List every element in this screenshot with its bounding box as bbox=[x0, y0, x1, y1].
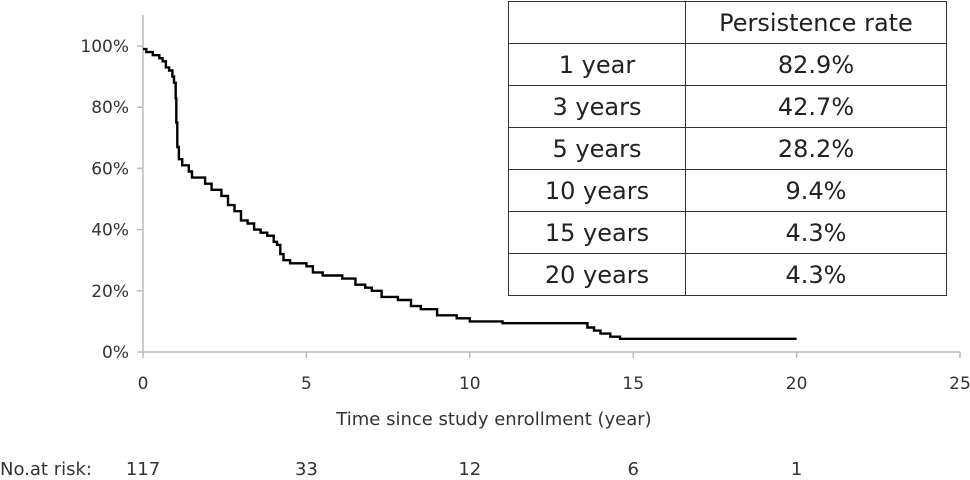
x-tick-label: 25 bbox=[949, 374, 970, 394]
y-axis-ticks: 0% 20% 40% 60% 80% 100% bbox=[80, 37, 143, 363]
rate-cell: 4.3% bbox=[685, 211, 947, 254]
table-header-blank bbox=[508, 1, 686, 44]
period-cell: 5 years bbox=[508, 127, 686, 170]
survival-curve bbox=[143, 47, 797, 340]
x-axis-ticks: 0 5 10 15 20 25 bbox=[138, 352, 970, 394]
y-tick-label: 40% bbox=[91, 221, 129, 241]
table-row: 5 years 28.2% bbox=[508, 127, 947, 170]
x-tick-label: 5 bbox=[301, 374, 312, 394]
x-axis-title: Time since study enrollment (year) bbox=[335, 409, 651, 430]
table-row: 10 years 9.4% bbox=[508, 169, 947, 212]
y-tick-label: 80% bbox=[91, 98, 129, 118]
period-cell: 1 year bbox=[508, 43, 686, 86]
x-tick-label: 20 bbox=[786, 374, 808, 394]
x-tick-label: 10 bbox=[459, 374, 481, 394]
risk-table-values: 117 33 12 6 1 bbox=[126, 459, 803, 480]
y-tick-label: 60% bbox=[91, 159, 129, 179]
y-tick-label: 0% bbox=[102, 343, 129, 363]
table-row: 3 years 42.7% bbox=[508, 85, 947, 128]
period-cell: 3 years bbox=[508, 85, 686, 128]
period-cell: 10 years bbox=[508, 169, 686, 212]
table-header-row: Persistence rate bbox=[508, 1, 947, 44]
period-cell: 20 years bbox=[508, 253, 686, 296]
rate-cell: 82.9% bbox=[685, 43, 947, 86]
risk-count: 33 bbox=[295, 459, 318, 480]
y-tick-label: 20% bbox=[91, 282, 129, 302]
risk-table-label: No.at risk: bbox=[0, 459, 92, 480]
risk-count: 12 bbox=[458, 459, 481, 480]
table-header-persistence-rate: Persistence rate bbox=[685, 1, 947, 44]
period-cell: 15 years bbox=[508, 211, 686, 254]
x-tick-label: 0 bbox=[138, 374, 149, 394]
rate-cell: 4.3% bbox=[685, 253, 947, 296]
table-row: 15 years 4.3% bbox=[508, 211, 947, 254]
rate-cell: 28.2% bbox=[685, 127, 947, 170]
y-tick-label: 100% bbox=[80, 37, 129, 57]
table-row: 20 years 4.3% bbox=[508, 253, 947, 296]
risk-count: 1 bbox=[791, 459, 802, 480]
table-row: 1 year 82.9% bbox=[508, 43, 947, 86]
risk-count: 117 bbox=[126, 459, 160, 480]
risk-count: 6 bbox=[627, 459, 638, 480]
x-tick-label: 15 bbox=[622, 374, 644, 394]
rate-cell: 9.4% bbox=[685, 169, 947, 212]
rate-cell: 42.7% bbox=[685, 85, 947, 128]
persistence-rate-table: Persistence rate 1 year 82.9% 3 years 42… bbox=[508, 1, 947, 296]
